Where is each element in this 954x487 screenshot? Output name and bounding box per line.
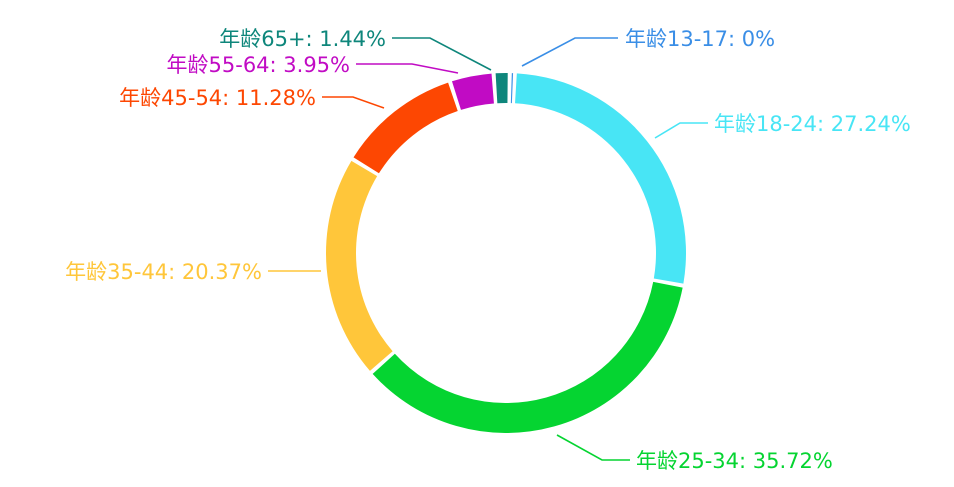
donut-slice-6[interactable] [495,73,508,104]
slices-layer [326,73,686,434]
donut-slice-1[interactable] [515,73,686,284]
leader-line-1 [654,122,708,139]
slice-label-5: 年龄55-64: 3.95% [167,53,350,77]
slice-label-1: 年龄18-24: 27.24% [714,112,911,136]
leader-line-2 [556,434,630,461]
labels-layer: 年龄13-17: 0% 年龄18-24: 27.24% 年龄25-34: 35.72… [65,27,911,473]
slice-label-4: 年龄45-54: 11.28% [119,86,316,110]
leader-line-4 [322,96,385,109]
donut-slice-5[interactable] [451,73,494,110]
leader-lines-layer [268,37,708,461]
slice-label-6: 年龄65+: 1.44% [219,27,386,51]
donut-slice-0[interactable] [510,73,514,104]
donut-slice-3[interactable] [326,160,393,371]
leader-line-5 [356,63,459,74]
leader-line-0 [521,37,618,67]
leader-line-6 [392,37,492,71]
slice-label-2: 年龄25-34: 35.72% [636,449,833,473]
slice-label-0: 年龄13-17: 0% [625,27,775,51]
slice-label-3: 年龄35-44: 20.37% [65,260,262,284]
donut-slice-2[interactable] [372,281,683,434]
donut-slice-4[interactable] [353,82,458,174]
